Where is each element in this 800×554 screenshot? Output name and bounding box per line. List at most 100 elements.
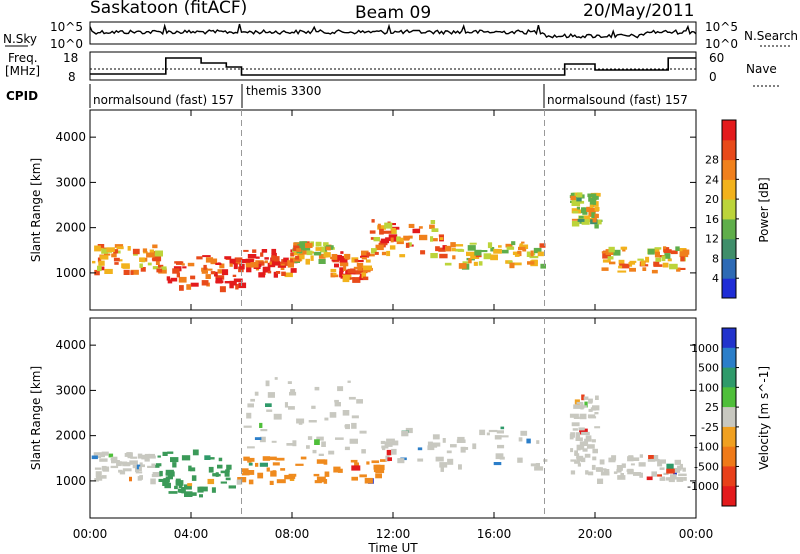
heatmap-cell [255,462,259,467]
heatmap-cell [374,251,379,255]
heatmap-cell [181,487,185,494]
heatmap-cell [310,255,314,261]
heatmap-cell [187,262,195,267]
heatmap-cell [201,280,209,286]
heatmap-cell [94,269,100,276]
heatmap-cell [367,253,375,257]
heatmap-cell [137,476,142,481]
heatmap-cell [245,258,254,262]
heatmap-cell [219,263,225,269]
heatmap-cell [650,458,660,462]
heatmap-cell [573,404,581,409]
colorbar-swatch [722,218,736,240]
heatmap-cell [252,249,257,253]
heatmap-cell [115,460,119,463]
heatmap-cell [439,253,448,259]
heatmap-cell [577,192,583,198]
heatmap-cell [509,262,515,269]
heatmap-cell [607,256,614,260]
heatmap-cell [229,258,236,265]
heatmap-cell [445,245,452,252]
heatmap-cell [602,259,611,263]
heatmap-cell [431,228,439,232]
heatmap-cell [583,396,589,400]
heatmap-cell [162,481,169,486]
heatmap-cell [592,218,597,223]
heatmap-cell [177,488,182,493]
y-tick-label: 1000 [55,474,86,488]
heatmap-cell [276,479,286,484]
heatmap-cell [473,261,478,266]
velocity-panel: 1000 2000 3000 4000 Slant Range [km] 1000 50… [29,317,771,519]
heatmap-cell [224,471,230,477]
heatmap-cell [571,422,580,427]
heatmap-cell [508,260,513,264]
heatmap-cell [127,246,131,251]
heatmap-cell [299,241,308,246]
heatmap-cell [190,467,196,472]
power-y-axis: 1000 2000 3000 4000 [55,110,696,310]
heatmap-cell [467,245,476,251]
heatmap-cell [405,242,410,248]
heatmap-cell [144,453,151,458]
heatmap-cell [659,467,665,470]
velocity-heatmap [91,377,687,498]
heatmap-cell [284,402,288,408]
heatmap-cell [211,487,216,493]
heatmap-cell [662,262,669,268]
y-tick-label: 2000 [55,221,86,235]
heatmap-cell [290,258,295,263]
heatmap-cell [187,483,193,487]
heatmap-cell [172,462,177,468]
heatmap-cell [575,432,581,439]
heatmap-cell [396,241,404,245]
heatmap-cell [381,445,389,449]
heatmap-cell [356,260,364,263]
heatmap-cell [347,380,351,383]
heatmap-cell [667,258,672,262]
heatmap-cell [590,407,597,411]
heatmap-cell [290,389,296,393]
colorbar-tick-label: 8 [712,252,719,265]
heatmap-cell [588,416,597,419]
heatmap-cell [286,443,295,446]
heatmap-cell [295,463,304,466]
heatmap-cell [501,435,509,438]
freq-line [90,57,696,76]
heatmap-cell [325,246,331,251]
heatmap-cell [111,458,117,464]
heatmap-cell [184,491,193,497]
colorbar-tick-label: 20 [705,193,719,206]
heatmap-cell [535,463,540,469]
heatmap-cell [314,439,320,445]
heatmap-cell [351,422,357,429]
heatmap-cell [613,249,621,256]
heatmap-cell [259,462,268,467]
heatmap-cell [458,464,462,470]
heatmap-cell [183,484,192,490]
heatmap-cell [313,473,320,477]
heatmap-cell [248,479,254,485]
heatmap-cell [360,265,365,269]
heatmap-cell [589,204,594,208]
heatmap-cell [666,468,675,474]
heatmap-cell [99,458,108,462]
heatmap-cell [320,246,325,253]
heatmap-cell [254,391,259,396]
heatmap-cell [571,218,581,221]
heatmap-cell [579,413,587,420]
cpid-label: CPID [6,89,38,103]
heatmap-cell [140,267,146,272]
heatmap-cell [455,244,464,247]
heatmap-cell [127,452,133,459]
heatmap-cell [332,272,337,276]
heatmap-cell [572,210,579,214]
heatmap-cell [588,196,593,202]
heatmap-cell [474,249,482,256]
heatmap-cell [324,471,330,477]
heatmap-cell [335,256,340,261]
heatmap-cell [533,247,542,254]
heatmap-cell [420,250,426,255]
heatmap-cell [571,200,580,206]
time-x-axis: 00:00 04:00 08:00 12:00 16:00 20:00 00:00 [73,110,713,541]
